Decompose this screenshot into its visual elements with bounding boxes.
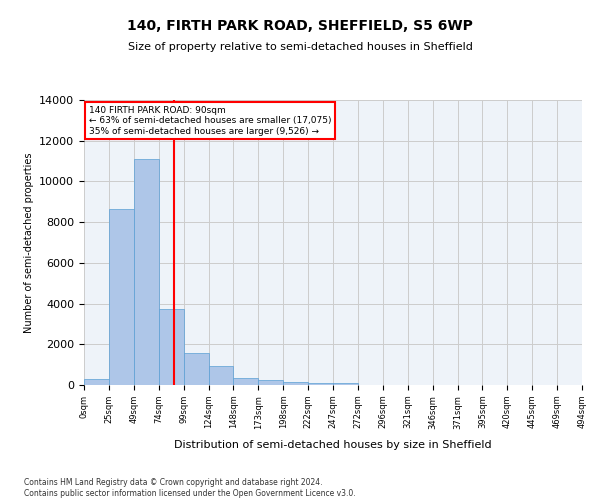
Bar bbox=[184, 354, 209, 385]
Text: 140, FIRTH PARK ROAD, SHEFFIELD, S5 6WP: 140, FIRTH PARK ROAD, SHEFFIELD, S5 6WP bbox=[127, 18, 473, 32]
Text: 140 FIRTH PARK ROAD: 90sqm
← 63% of semi-detached houses are smaller (17,075)
35: 140 FIRTH PARK ROAD: 90sqm ← 63% of semi… bbox=[89, 106, 331, 136]
Bar bbox=[109, 209, 134, 385]
Bar bbox=[134, 159, 159, 385]
Bar bbox=[84, 379, 109, 385]
Text: Size of property relative to semi-detached houses in Sheffield: Size of property relative to semi-detach… bbox=[128, 42, 472, 52]
Text: Contains HM Land Registry data © Crown copyright and database right 2024.
Contai: Contains HM Land Registry data © Crown c… bbox=[24, 478, 356, 498]
Bar bbox=[159, 308, 184, 385]
X-axis label: Distribution of semi-detached houses by size in Sheffield: Distribution of semi-detached houses by … bbox=[174, 440, 492, 450]
Bar bbox=[209, 366, 233, 385]
Bar bbox=[308, 383, 333, 385]
Bar bbox=[283, 382, 308, 385]
Bar bbox=[233, 378, 259, 385]
Y-axis label: Number of semi-detached properties: Number of semi-detached properties bbox=[23, 152, 34, 333]
Bar bbox=[333, 383, 358, 385]
Bar bbox=[259, 380, 283, 385]
